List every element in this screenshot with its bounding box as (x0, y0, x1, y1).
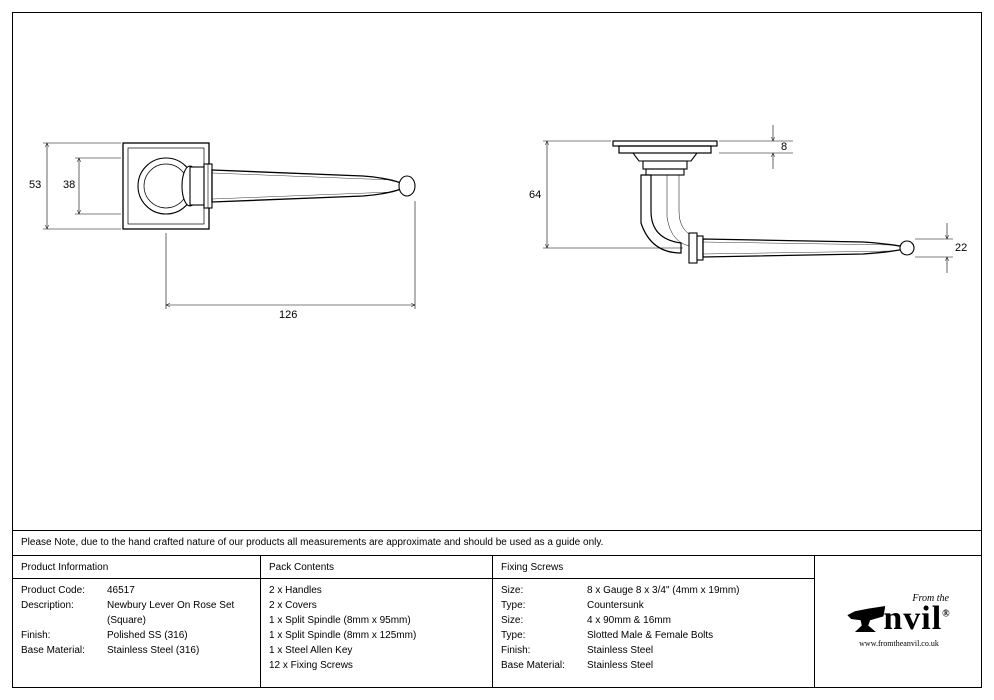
dim-grip-dia: 22 (955, 242, 967, 254)
list-item: 2 x Handles (269, 583, 484, 598)
dim-lever-length: 126 (279, 309, 297, 321)
pack-contents-title: Pack Contents (261, 560, 492, 579)
front-view (123, 143, 415, 229)
table-row: Product Code:46517 (21, 583, 252, 598)
table-row: Type:Slotted Male & Female Bolts (501, 628, 806, 643)
dim-projection: 64 (529, 189, 541, 201)
trademark-icon: ® (942, 609, 950, 620)
pack-contents-col: Pack Contents 2 x Handles 2 x Covers 1 x… (261, 556, 493, 687)
dim-rose-inner: 38 (63, 179, 75, 191)
logo-url: www.fromtheanvil.co.uk (859, 638, 939, 650)
table-row: Finish:Polished SS (316) (21, 628, 252, 643)
table-row: Size:4 x 90mm & 16mm (501, 613, 806, 628)
drawing-area: 53 38 126 64 8 22 (13, 13, 981, 530)
list-item: 2 x Covers (269, 598, 484, 613)
dim-plate-depth: 8 (781, 141, 787, 153)
fixing-screws-title: Fixing Screws (493, 560, 814, 579)
anvil-icon (847, 606, 885, 632)
dim-rose-outer: 53 (29, 179, 41, 191)
product-info-title: Product Information (13, 560, 260, 579)
disclaimer-note: Please Note, due to the hand crafted nat… (13, 530, 981, 556)
table-row: Description:Newbury Lever On Rose Set (S… (21, 598, 252, 628)
table-row: Base Material:Stainless Steel (501, 658, 806, 673)
front-dimensions (43, 143, 415, 309)
table-row: Type:Countersunk (501, 598, 806, 613)
fixing-screws-col: Fixing Screws Size:8 x Gauge 8 x 3/4" (4… (493, 556, 815, 687)
table-row: Finish:Stainless Steel (501, 643, 806, 658)
logo-wordmark: nvil (883, 600, 942, 637)
drawing-frame: 53 38 126 64 8 22 Please Note, due to th… (12, 12, 982, 688)
side-view (613, 141, 914, 263)
technical-drawing-svg (13, 13, 983, 530)
list-item: 1 x Steel Allen Key (269, 643, 484, 658)
list-item: 12 x Fixing Screws (269, 658, 484, 673)
list-item: 1 x Split Spindle (8mm x 125mm) (269, 628, 484, 643)
logo-main: nvil® (847, 602, 950, 636)
brand-logo-col: From the nvil® www.fromtheanvil.co.uk (815, 556, 983, 687)
table-row: Size:8 x Gauge 8 x 3/4" (4mm x 19mm) (501, 583, 806, 598)
table-row: Base Material:Stainless Steel (316) (21, 643, 252, 658)
list-item: 1 x Split Spindle (8mm x 95mm) (269, 613, 484, 628)
product-info-col: Product Information Product Code:46517 D… (13, 556, 261, 687)
info-table: Product Information Product Code:46517 D… (13, 556, 981, 687)
